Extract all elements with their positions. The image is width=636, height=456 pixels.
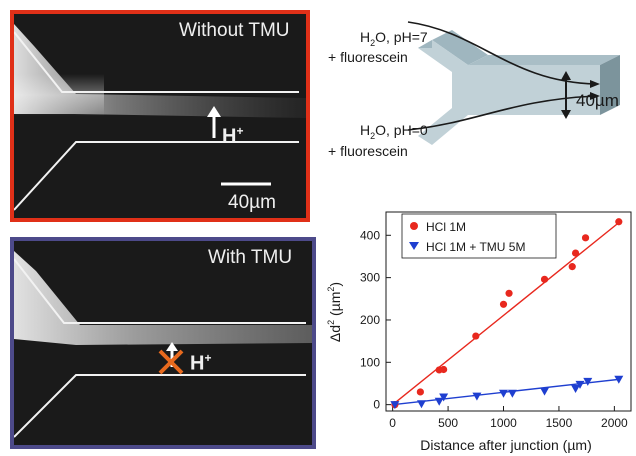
- data-point-0: [581, 234, 590, 242]
- data-point-0: [615, 218, 623, 226]
- legend-label-hcl: HCl 1M: [426, 220, 466, 234]
- y-tick-label: 300: [360, 271, 380, 285]
- data-point-1: [583, 377, 593, 386]
- y-tick-label: 100: [360, 355, 380, 369]
- data-point-0: [540, 275, 549, 283]
- data-point-1: [571, 385, 581, 394]
- data-point-0: [499, 300, 508, 308]
- data-point-1: [540, 387, 550, 396]
- scale-bar-label: 40µm: [228, 192, 276, 213]
- inlet-bottom-fluorescein: + fluorescein: [328, 143, 408, 159]
- x-tick-label: 0: [389, 416, 396, 430]
- data-point-0: [416, 388, 424, 396]
- y-tick-label: 200: [360, 313, 380, 327]
- data-point-0: [505, 289, 513, 297]
- channel-image-without-tmu: [14, 24, 306, 211]
- data-point-1: [416, 400, 426, 409]
- data-point-1: [499, 389, 509, 398]
- micrograph-with-tmu: With TMU H+: [10, 237, 316, 449]
- data-point-0: [568, 263, 576, 271]
- data-point-0: [571, 249, 580, 257]
- fit-line-0: [392, 221, 621, 406]
- legend-marker-hcl-tmu: [409, 242, 419, 250]
- legend-marker-hcl: [410, 222, 418, 230]
- channel-width-label: 40µm: [576, 91, 619, 110]
- data-point-1: [614, 375, 624, 384]
- x-tick-label: 500: [438, 416, 458, 430]
- legend: HCl 1M HCl 1M + TMU 5M: [401, 213, 557, 259]
- data-point-1: [439, 393, 449, 402]
- y-junction-schematic: 40µm H2O, pH=7 + fluorescein H2O, pH=0 +…: [328, 21, 620, 159]
- channel-image-with-tmu: [14, 251, 312, 438]
- hydrogen-ion-label: H+: [222, 124, 244, 148]
- data-point-1: [390, 401, 400, 410]
- channel-3d-shape: [418, 30, 620, 145]
- inlet-bottom-label: H2O, pH=0: [360, 122, 428, 141]
- data-point-1: [472, 392, 482, 401]
- x-axis-label: Distance after junction (µm): [420, 437, 591, 453]
- micrograph-without-tmu: Without TMU H+ 40µm: [10, 10, 310, 222]
- x-tick-label: 2000: [601, 416, 628, 430]
- diffusion-chart: 0 500 1000 1500 2000 0 100 200 300 400 HCl 1M HCl…: [326, 211, 632, 453]
- x-tick-label: 1500: [546, 416, 573, 430]
- y-axis-label: Δd2 (µm2): [326, 282, 343, 342]
- flow-line-bottom: [407, 95, 597, 131]
- y-tick-label: 0: [373, 398, 380, 412]
- y-tick-label: 400: [360, 228, 380, 242]
- x-tick-label: 1000: [490, 416, 517, 430]
- data-point-0: [472, 332, 480, 340]
- data-point-0: [440, 365, 448, 374]
- inlet-top-label: H2O, pH=7: [360, 29, 428, 48]
- inlet-top-fluorescein: + fluorescein: [328, 49, 408, 65]
- blocked-cross-icon: [158, 349, 184, 375]
- panel-title: With TMU: [208, 247, 293, 268]
- data-point-1: [434, 397, 444, 406]
- legend-label-hcl-tmu: HCl 1M + TMU 5M: [426, 240, 525, 254]
- panel-title: Without TMU: [179, 20, 290, 41]
- hydrogen-ion-label: H+: [190, 351, 212, 375]
- data-point-1: [507, 389, 517, 398]
- data-point-1: [575, 380, 585, 389]
